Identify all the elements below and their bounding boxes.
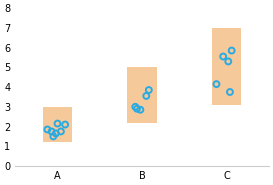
Point xyxy=(228,90,232,93)
Point xyxy=(55,122,60,125)
Point xyxy=(221,55,225,58)
Point xyxy=(45,128,50,131)
Point xyxy=(138,108,143,111)
Point xyxy=(133,105,138,108)
Point xyxy=(54,132,58,135)
Point xyxy=(49,130,54,133)
Point xyxy=(226,60,230,63)
Bar xyxy=(43,107,72,142)
Bar xyxy=(212,28,241,105)
Point xyxy=(147,89,151,92)
Point xyxy=(230,49,234,52)
Point xyxy=(144,95,149,97)
Bar xyxy=(127,67,157,123)
Point xyxy=(214,83,219,86)
Point xyxy=(135,107,139,110)
Point xyxy=(63,123,67,126)
Point xyxy=(59,130,63,133)
Point xyxy=(51,135,55,138)
